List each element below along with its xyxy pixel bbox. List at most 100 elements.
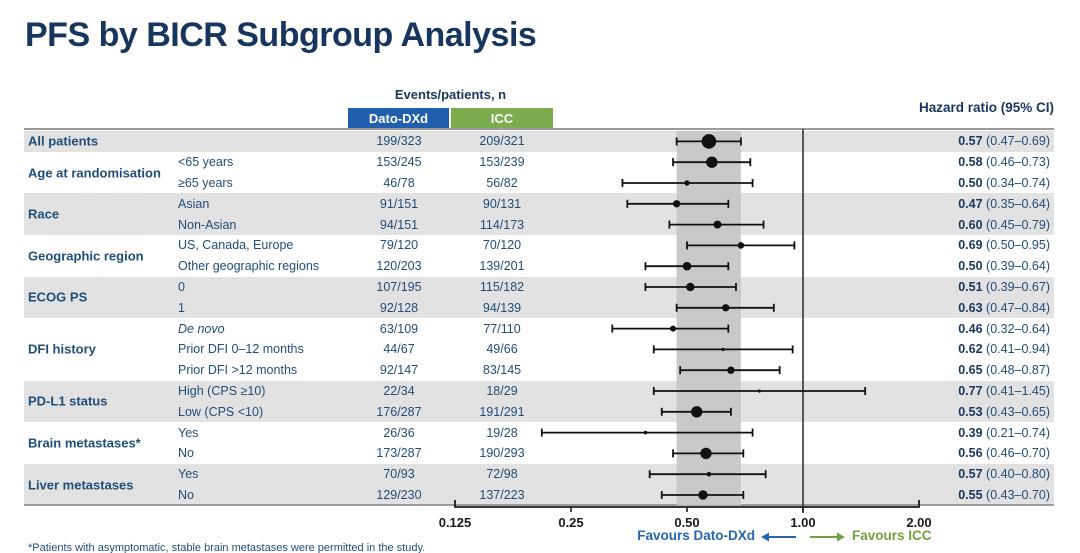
hazard-ratio-value: 0.55 (0.43–0.70) xyxy=(958,488,1050,502)
subgroup-label: ≥65 years xyxy=(178,176,233,190)
hr-point xyxy=(721,304,730,312)
hr-point xyxy=(757,389,761,393)
dato-dxd-value: 26/36 xyxy=(383,425,415,440)
icc-value: 72/98 xyxy=(486,467,518,482)
row-stripe xyxy=(24,131,1054,152)
events-patients-header: Events/patients, n xyxy=(394,87,507,102)
dato-dxd-value: 63/109 xyxy=(379,321,419,336)
icc-value: 49/66 xyxy=(486,342,518,357)
hr-point xyxy=(701,134,717,149)
page-title: PFS by BICR Subgroup Analysis xyxy=(25,16,537,54)
icc-value: 114/173 xyxy=(479,217,525,232)
arm-header-icc: ICC xyxy=(451,108,553,129)
arm-header-dato-dxd: Dato-DXd xyxy=(348,108,449,129)
hazard-ratio-value: 0.65 (0.48–0.87) xyxy=(958,363,1050,378)
dato-dxd-value: 79/120 xyxy=(379,238,419,253)
subgroup-label: De novo xyxy=(178,321,225,336)
subgroup-label: Prior DFI >12 months xyxy=(178,363,298,378)
icc-value: 115/182 xyxy=(479,280,525,294)
hazard-ratio-value: 0.58 (0.46–0.73) xyxy=(958,155,1050,170)
subgroup-label: High (CPS ≥10) xyxy=(178,384,266,398)
icc-value: 83/145 xyxy=(482,363,522,378)
subgroup-label: Asian xyxy=(178,196,210,211)
hr-point xyxy=(698,490,708,500)
group-label: All patients xyxy=(28,133,99,149)
dato-dxd-value: 44/67 xyxy=(383,342,415,357)
icc-value: 191/291 xyxy=(479,404,525,419)
hazard-ratio-value: 0.62 (0.41–0.94) xyxy=(958,342,1050,357)
hr-point xyxy=(691,406,703,418)
icc-value: 70/120 xyxy=(482,238,522,253)
group-label: Age at randomisation xyxy=(28,165,161,181)
icc-value: 190/293 xyxy=(479,446,525,461)
table-top-border xyxy=(24,128,1054,130)
icc-value: 94/139 xyxy=(482,300,522,315)
group-label: Brain metastases* xyxy=(28,435,141,451)
hr-point xyxy=(721,347,725,352)
dato-dxd-value: 173/287 xyxy=(376,446,422,461)
x-axis-tick-label: 0.50 xyxy=(674,515,699,530)
dato-dxd-value: 92/128 xyxy=(379,300,419,315)
hr-point xyxy=(686,282,695,292)
group-label: Liver metastases xyxy=(28,477,134,493)
subgroup-label: 1 xyxy=(178,300,185,315)
hazard-ratio-value: 0.47 (0.35–0.64) xyxy=(958,196,1050,211)
subgroup-label: <65 years xyxy=(178,155,234,170)
icc-value: 19/28 xyxy=(486,425,518,440)
hazard-ratio-value: 0.77 (0.41–1.45) xyxy=(958,384,1050,398)
subgroup-label: Yes xyxy=(178,467,199,482)
group-label: Geographic region xyxy=(28,248,144,264)
hr-point xyxy=(706,156,718,168)
hazard-ratio-value: 0.50 (0.34–0.74) xyxy=(958,176,1050,190)
hazard-ratio-value: 0.56 (0.46–0.70) xyxy=(958,446,1050,461)
hazard-ratio-value: 0.50 (0.39–0.64) xyxy=(958,259,1050,274)
hr-point xyxy=(684,180,690,186)
dato-dxd-value: 199/323 xyxy=(376,134,422,149)
hazard-ratio-header: Hazard ratio (95% CI) xyxy=(918,100,1054,115)
icc-value: 209/321 xyxy=(479,134,525,149)
hazard-ratio-value: 0.63 (0.47–0.84) xyxy=(958,300,1050,315)
overall-ci-band xyxy=(676,131,741,506)
row-stripe xyxy=(24,380,1054,423)
group-label: Race xyxy=(28,206,60,222)
icc-value: 90/131 xyxy=(482,196,522,211)
hr-point xyxy=(682,261,692,271)
hr-point xyxy=(643,430,648,435)
icc-value: 139/201 xyxy=(479,259,525,274)
x-axis-tick-label: 2.00 xyxy=(906,515,931,530)
group-label: DFI history xyxy=(28,341,96,357)
hazard-ratio-value: 0.60 (0.45–0.79) xyxy=(958,217,1050,232)
favours-icc-label: Favours ICC xyxy=(852,528,932,543)
x-axis-tick-label: 0.125 xyxy=(439,515,472,530)
dato-dxd-value: 120/203 xyxy=(376,259,422,274)
hr-point xyxy=(670,325,677,332)
hazard-ratio-value: 0.57 (0.47–0.69) xyxy=(958,134,1050,149)
group-label: ECOG PS xyxy=(28,289,88,305)
subgroup-label: Other geographic regions xyxy=(178,259,320,274)
favours-dato-arrowhead xyxy=(761,532,769,542)
x-axis-tick-label: 0.25 xyxy=(558,515,583,530)
hr-point xyxy=(713,220,722,229)
hazard-ratio-value: 0.51 (0.39–0.67) xyxy=(958,280,1050,294)
icc-value: 153/239 xyxy=(479,155,525,170)
dato-dxd-value: 46/78 xyxy=(383,176,415,190)
dato-dxd-value: 22/34 xyxy=(383,384,415,398)
subgroup-label: Non-Asian xyxy=(178,217,237,232)
hazard-ratio-value: 0.57 (0.40–0.80) xyxy=(958,467,1050,482)
hr-point xyxy=(706,471,712,477)
icc-value: 137/223 xyxy=(479,488,525,502)
favours-dato-label: Favours Dato-DXd xyxy=(637,528,755,543)
subgroup-label: No xyxy=(178,446,194,461)
subgroup-label: 0 xyxy=(178,280,185,294)
dato-dxd-value: 107/195 xyxy=(376,280,422,294)
hazard-ratio-value: 0.53 (0.43–0.65) xyxy=(958,404,1050,419)
favours-icc-arrowhead xyxy=(837,532,845,542)
subgroup-label: No xyxy=(178,488,194,502)
subgroup-label: Low (CPS <10) xyxy=(178,404,264,419)
dato-dxd-value: 153/245 xyxy=(376,155,422,170)
table-bottom-border xyxy=(24,504,1054,506)
hr-point xyxy=(700,447,712,460)
icc-value: 77/110 xyxy=(483,321,521,336)
hr-point xyxy=(737,242,745,249)
